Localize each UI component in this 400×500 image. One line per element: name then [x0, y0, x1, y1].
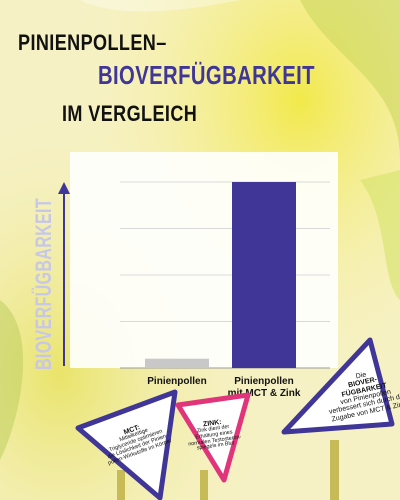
sign-left-post: [117, 470, 125, 500]
title-line-1: PINIENPOLLEN–: [18, 30, 167, 55]
bar-2: [232, 182, 296, 368]
x-tick-label-2: Pinienpollen mit MCT & Zink: [228, 376, 301, 399]
sign-middle-triangle: [175, 392, 251, 483]
bar-1: [145, 358, 209, 368]
sign-left-triangle: [75, 389, 178, 500]
sign-middle-post: [200, 470, 208, 500]
y-axis-label: BIOVERFÜGBARKEIT: [31, 198, 56, 370]
title-line-2: BIOVERFÜGBARKEIT: [98, 60, 315, 90]
title-line-3: IM VERGLEICH: [62, 101, 198, 126]
y-axis-arrowhead: [58, 182, 70, 194]
sign-right-triangle: [281, 337, 395, 435]
x-tick-label-1: Pinienpollen: [147, 376, 206, 387]
sign-right-post: [330, 440, 339, 500]
